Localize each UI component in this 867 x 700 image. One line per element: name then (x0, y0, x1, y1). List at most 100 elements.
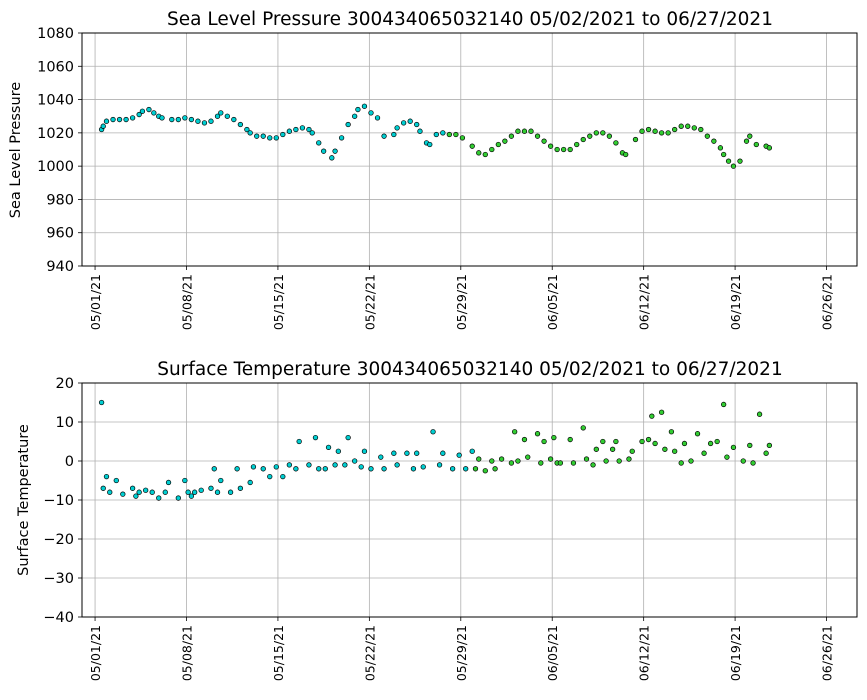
pressure-data-point (136, 111, 142, 118)
pressure-data-point (672, 126, 678, 133)
pressure-data-point (273, 135, 279, 141)
temperature-data-point (541, 438, 547, 445)
temperature-data-point (766, 442, 773, 449)
temperature-data-point (156, 495, 162, 501)
temperature-data-point (750, 460, 756, 466)
pressure-data-point (306, 126, 312, 133)
pressure-data-point (580, 136, 586, 143)
x-tick-label: 06/05/21 (545, 274, 560, 330)
temperature-data-point (567, 436, 573, 443)
temperature-data-point (600, 438, 606, 445)
temperature-data-point (756, 411, 763, 417)
temperature-plot-frame (81, 382, 858, 618)
y-tick-label: −30 (43, 571, 74, 587)
temperature-data-point (143, 487, 149, 493)
pressure-data-point (394, 125, 400, 131)
pressure-data-point (725, 158, 732, 164)
temperature-data-point (456, 452, 462, 458)
temperature-data-point (175, 495, 181, 501)
temperature-data-point (335, 448, 341, 454)
temperature-data-point (580, 425, 586, 431)
temperature-data-point (652, 440, 658, 447)
temperature-data-point (590, 462, 596, 468)
y-tick-label: 1020 (37, 126, 74, 142)
y-tick-label: 1060 (37, 59, 74, 75)
temperature-data-point (472, 466, 479, 472)
temperature-data-point (234, 466, 240, 472)
temperature-data-point (740, 458, 746, 464)
y-tick-label: 10 (56, 415, 74, 431)
temperature-data-point (342, 462, 348, 468)
temperature-data-point (639, 438, 645, 445)
pressure-data-point (721, 151, 727, 158)
pressure-data-point (427, 141, 433, 148)
pressure-data-point (753, 141, 759, 148)
pressure-data-point (632, 136, 639, 143)
y-tick-label: 960 (46, 226, 74, 242)
pressure-data-point (123, 116, 129, 123)
x-tick-label: 05/01/21 (88, 625, 103, 681)
temperature-data-point (672, 448, 678, 454)
pressure-data-point (691, 125, 697, 131)
y-tick-label: 1080 (37, 26, 74, 42)
temperature-data-point (322, 466, 328, 472)
pressure-data-point (747, 133, 753, 139)
pressure-data-point (286, 128, 293, 134)
temperature-data-point (476, 456, 482, 462)
pressure-data-point (237, 121, 244, 128)
temperature-data-point (198, 487, 204, 493)
temperature-data-point (694, 431, 701, 437)
x-tick-label: 06/26/21 (820, 625, 835, 681)
temperature-data-point (296, 438, 302, 445)
temperature-data-point (649, 413, 655, 419)
temperature-data-point (688, 458, 694, 464)
pressure-data-point (639, 128, 645, 134)
pressure-data-point (110, 116, 116, 123)
pressure-data-point (440, 130, 446, 136)
temperature-data-point (714, 438, 720, 445)
pressure-data-point (182, 115, 188, 121)
temperature-data-point (557, 460, 564, 466)
y-tick-label: 980 (46, 192, 74, 208)
pressure-data-point (218, 110, 224, 116)
pressure-data-point (231, 116, 237, 123)
temperature-data-point (681, 440, 688, 447)
temperature-data-point (107, 489, 113, 495)
y-tick-label: 0 (65, 454, 74, 470)
temperature-data-point (218, 477, 224, 484)
x-tick-label: 05/22/21 (362, 625, 377, 681)
temperature-data-point (162, 489, 168, 495)
pressure-data-point (593, 130, 599, 136)
temperature-data-point (273, 464, 279, 470)
pressure-plot-frame (81, 32, 858, 267)
pressure-data-point (561, 146, 567, 153)
temperature-data-point (293, 466, 299, 472)
pressure-data-point (587, 133, 593, 139)
temperature-data-point (662, 446, 668, 452)
temperature-data-point (521, 436, 528, 443)
pressure-data-point (146, 106, 152, 113)
temperature-data-point (492, 466, 498, 472)
temperature-data-point (534, 431, 541, 437)
pressure-data-point (316, 140, 322, 146)
pressure-data-point (391, 131, 397, 138)
pressure-y-axis-label: Sea Level Pressure (8, 82, 24, 218)
temperature-data-point (368, 466, 374, 472)
pressure-data-point (338, 135, 345, 141)
temperature-data-point (489, 458, 495, 464)
pressure-data-point (743, 138, 750, 144)
x-tick-label: 06/19/21 (728, 274, 743, 330)
pressure-data-point (541, 138, 547, 144)
pressure-data-point (433, 131, 439, 138)
pressure-data-point (169, 116, 175, 123)
temperature-data-point (182, 477, 188, 484)
pressure-data-point (175, 116, 181, 123)
pressure-data-point (730, 163, 737, 169)
pressure-data-point (381, 133, 387, 139)
temperature-data-point (345, 434, 351, 441)
temperature-data-point (381, 466, 387, 472)
pressure-data-point (469, 143, 475, 149)
pressure-data-point (267, 135, 273, 141)
pressure-data-point (244, 126, 250, 133)
temperature-data-point (515, 458, 521, 464)
